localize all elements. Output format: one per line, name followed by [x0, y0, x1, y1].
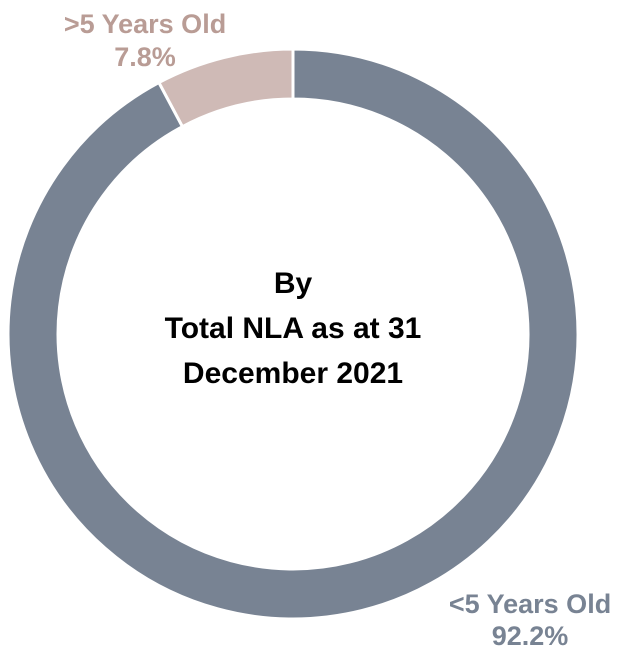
donut-slices	[6, 47, 580, 621]
center-text-line-2: Total NLA as at 31	[165, 312, 422, 345]
slice-label-over-5-name: >5 Years Old	[64, 9, 226, 39]
donut-slice-1	[6, 47, 580, 621]
donut-slice-0	[156, 47, 295, 129]
slice-label-under-5-value: 92.2%	[492, 621, 569, 651]
center-text-line-1: By	[274, 267, 313, 300]
slice-label-under-5-name: <5 Years Old	[449, 589, 611, 619]
slice-label-over-5-value: 7.8%	[114, 42, 176, 72]
center-text-line-3: December 2021	[183, 357, 403, 390]
